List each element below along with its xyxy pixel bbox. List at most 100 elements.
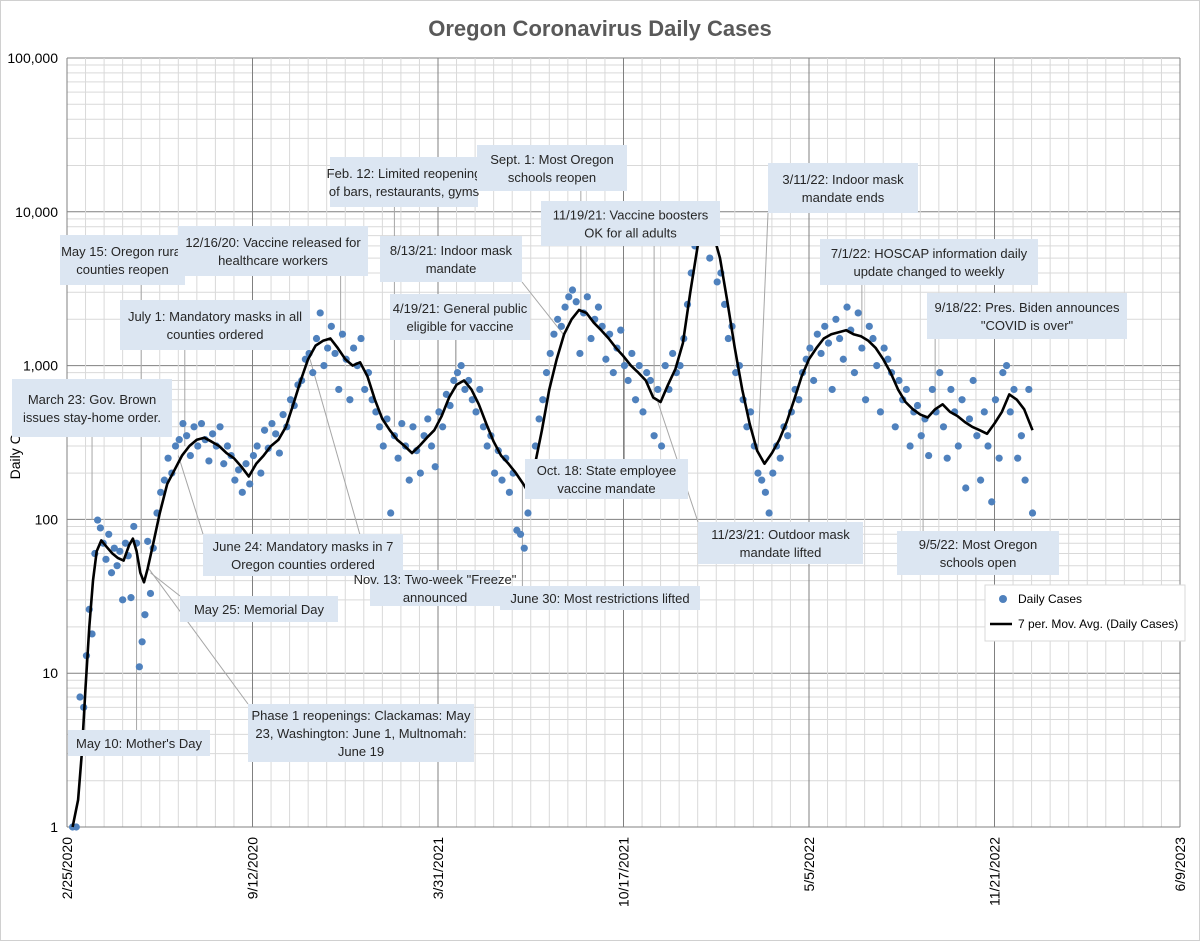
- daily-cases-point: [175, 436, 183, 444]
- legend-box: [984, 584, 1186, 642]
- daily-cases-point: [453, 369, 462, 377]
- x-tick-label: 3/31/2021: [430, 837, 446, 899]
- daily-cases-point: [884, 355, 892, 363]
- daily-cases-point: [72, 823, 80, 831]
- legend-marker-daily-cases: [999, 595, 1007, 603]
- annotation: 11/19/21: Vaccine boosters OK for all adu…: [541, 201, 720, 246]
- annotation-text: June 30: Most restrictions lifted: [510, 591, 689, 606]
- annotation: 3/11/22: Indoor mask mandate ends: [768, 163, 918, 213]
- daily-cases-point: [976, 476, 985, 484]
- annotation-leader: [177, 455, 204, 535]
- x-tick-label: 5/5/2022: [801, 837, 817, 892]
- daily-cases-point: [197, 419, 206, 428]
- annotation-box: [330, 157, 478, 207]
- daily-cases-point: [190, 423, 198, 431]
- daily-cases-point: [758, 476, 766, 484]
- daily-cases-point: [850, 369, 859, 377]
- daily-cases-point: [135, 663, 143, 671]
- annotation-box: [525, 459, 688, 499]
- annotation-box: [203, 534, 403, 576]
- daily-cases-point: [980, 408, 988, 416]
- annotation: 8/13/21: Indoor mask mandate: [380, 236, 522, 282]
- daily-cases-point: [554, 315, 562, 323]
- daily-cases-point: [873, 362, 881, 370]
- annotation-text: healthcare workers: [218, 253, 328, 268]
- daily-cases-point: [394, 454, 402, 462]
- daily-cases-point: [806, 344, 814, 352]
- daily-cases-point: [765, 509, 773, 517]
- daily-cases-point: [769, 469, 777, 477]
- annotation-text: 12/16/20: Vaccine released for: [185, 235, 361, 250]
- annotation-box: [248, 704, 474, 762]
- daily-cases-point: [925, 451, 933, 460]
- daily-cases-point: [76, 693, 84, 701]
- daily-cases-point: [116, 547, 124, 555]
- daily-cases-point: [546, 349, 554, 358]
- daily-cases-point: [643, 369, 651, 377]
- daily-cases-series: [68, 201, 1037, 831]
- annotation-text: 7/1/22: HOSCAP information daily: [831, 246, 1028, 261]
- annotation-box: [120, 300, 310, 350]
- annotation-text: Oct. 18: State employee: [537, 463, 676, 478]
- daily-cases-point: [984, 442, 992, 450]
- daily-cases-point: [346, 396, 354, 404]
- daily-cases-point: [242, 460, 250, 468]
- daily-cases-point: [761, 488, 770, 496]
- daily-cases-point: [130, 522, 138, 531]
- daily-cases-point: [876, 408, 885, 416]
- annotation-text: counties reopen: [76, 262, 169, 277]
- daily-cases-point: [646, 376, 654, 385]
- daily-cases-point: [539, 396, 547, 404]
- daily-cases-point: [624, 376, 632, 385]
- daily-cases-point: [220, 460, 228, 468]
- daily-cases-point: [995, 454, 1003, 462]
- daily-cases-point: [335, 385, 343, 394]
- daily-cases-point: [268, 419, 276, 428]
- daily-cases-point: [895, 376, 903, 385]
- daily-cases-point: [327, 322, 335, 330]
- daily-cases-point: [858, 344, 866, 352]
- annotation-box: [370, 570, 500, 606]
- annotation-text: update changed to weekly: [853, 264, 1005, 279]
- daily-cases-point: [119, 596, 127, 604]
- daily-cases-point: [958, 396, 966, 404]
- daily-cases-point: [223, 442, 232, 450]
- daily-cases-point: [483, 442, 491, 450]
- daily-cases-point: [954, 442, 962, 450]
- annotation-text: 8/13/21: Indoor mask: [390, 243, 513, 258]
- daily-cases-point: [609, 369, 617, 377]
- daily-cases-point: [620, 362, 629, 370]
- daily-cases-point: [279, 411, 287, 419]
- daily-cases-point: [999, 369, 1007, 377]
- daily-cases-point: [472, 408, 480, 416]
- annotation-text: May 10: Mother's Day: [76, 736, 203, 751]
- daily-cases-point: [127, 594, 135, 602]
- daily-cases-point: [936, 369, 944, 377]
- annotation-text: counties ordered: [167, 327, 264, 342]
- annotations: March 23: Gov. Brown issues stay-home ord…: [12, 145, 1127, 762]
- annotation-text: June 19: [338, 744, 384, 759]
- daily-cases-point: [732, 369, 740, 377]
- annotation-leader: [148, 568, 249, 705]
- annotation-box: [698, 522, 863, 564]
- daily-cases-point: [179, 419, 187, 428]
- annotation-text: vaccine mandate: [557, 481, 655, 496]
- daily-cases-point: [516, 530, 525, 538]
- daily-cases-point: [238, 488, 246, 496]
- annotation-text: March 23: Gov. Brown: [28, 392, 156, 407]
- annotation-text: Oregon counties ordered: [231, 557, 375, 572]
- daily-cases-point: [357, 334, 365, 343]
- daily-cases-point: [476, 385, 484, 394]
- daily-cases-point: [565, 293, 573, 301]
- daily-cases-point: [275, 449, 283, 457]
- legend: Daily Cases 7 per. Mov. Avg. (Daily Cases…: [984, 584, 1186, 642]
- daily-cases-point: [375, 423, 384, 431]
- daily-cases-point: [324, 344, 332, 352]
- annotation: March 23: Gov. Brown issues stay-home ord…: [12, 379, 172, 437]
- daily-cases-point: [171, 442, 180, 450]
- annotation: 11/23/21: Outdoor mask mandate lifted: [698, 522, 863, 564]
- annotation-text: mandate: [426, 261, 477, 276]
- annotation-text: 23, Washington: June 1, Multnomah:: [255, 726, 466, 741]
- daily-cases-point: [813, 330, 821, 338]
- daily-cases-point: [105, 530, 113, 538]
